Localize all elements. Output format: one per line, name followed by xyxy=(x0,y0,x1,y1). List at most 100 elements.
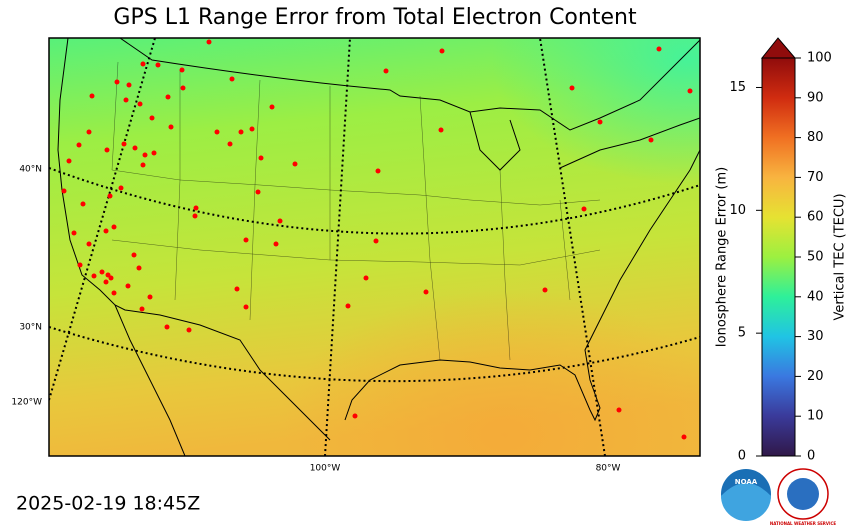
gps-station xyxy=(249,126,255,132)
gps-station xyxy=(107,193,113,199)
lat-label: 40°N xyxy=(19,165,42,175)
gps-station xyxy=(180,85,186,91)
gps-station xyxy=(192,213,198,219)
gps-station xyxy=(687,88,693,94)
gps-station xyxy=(147,294,153,300)
left-tick-label: 5 xyxy=(738,326,746,341)
gps-station xyxy=(258,155,264,161)
right-tick-label: 50 xyxy=(807,250,824,265)
gps-station xyxy=(542,287,548,293)
gps-station xyxy=(227,141,233,147)
colorbar-label-left: Ionosphere Range Error (m) xyxy=(715,167,730,347)
gps-station xyxy=(91,273,97,279)
map-frame xyxy=(48,37,701,457)
gps-station xyxy=(648,137,654,143)
gps-station xyxy=(132,145,138,151)
gps-station xyxy=(131,252,137,258)
gps-station xyxy=(616,407,622,413)
gps-station xyxy=(140,162,146,168)
right-tick-label: 30 xyxy=(807,329,824,344)
right-tick-label: 0 xyxy=(807,449,815,464)
gps-station xyxy=(373,238,379,244)
gps-station xyxy=(76,142,82,148)
gps-station xyxy=(597,119,603,125)
gps-station xyxy=(151,150,157,156)
gps-station xyxy=(375,168,381,174)
logo-text: NATIONAL WEATHER SERVICE xyxy=(770,521,837,526)
gps-station xyxy=(168,124,174,130)
gps-station xyxy=(363,275,369,281)
noaa-logo: NOAA xyxy=(721,469,771,521)
colorbar xyxy=(761,57,796,457)
lat-label: 30°N xyxy=(19,323,42,333)
left-tick-label: 10 xyxy=(729,203,746,218)
title: GPS L1 Range Error from Total Electron C… xyxy=(113,5,637,30)
map xyxy=(49,38,700,456)
lon-label: 100°W xyxy=(310,464,341,474)
coastlines xyxy=(57,38,700,456)
gps-station xyxy=(125,283,131,289)
gps-station xyxy=(71,230,77,236)
gps-station xyxy=(80,201,86,207)
gps-station xyxy=(206,39,212,45)
gps-station xyxy=(155,62,161,68)
left-tick-label: 15 xyxy=(729,80,746,95)
right-tick-label: 60 xyxy=(807,210,824,225)
gps-stations xyxy=(61,39,693,440)
gps-station xyxy=(89,93,95,99)
gps-station xyxy=(137,101,143,107)
right-tick-label: 20 xyxy=(807,369,824,384)
gps-station xyxy=(86,129,92,135)
gps-station xyxy=(439,48,445,54)
gps-station xyxy=(149,115,155,121)
gps-station xyxy=(103,279,109,285)
right-tick-label: 10 xyxy=(807,409,824,424)
lon-label: 80°W xyxy=(596,464,621,474)
gps-station xyxy=(214,129,220,135)
gps-station xyxy=(66,158,72,164)
right-tick-label: 90 xyxy=(807,90,824,105)
gps-station xyxy=(243,237,249,243)
graticule xyxy=(49,38,700,456)
gps-station xyxy=(123,97,129,103)
gps-station xyxy=(142,152,148,158)
logo-wave xyxy=(721,483,771,521)
gps-station xyxy=(136,265,142,271)
gps-station xyxy=(234,286,240,292)
gps-station xyxy=(581,206,587,212)
right-tick-label: 80 xyxy=(807,130,824,145)
gps-station xyxy=(292,161,298,167)
state-borders xyxy=(111,61,601,361)
gps-station xyxy=(139,306,145,312)
gps-station xyxy=(111,290,117,296)
gps-station xyxy=(193,205,199,211)
gps-station xyxy=(108,275,114,281)
gps-station xyxy=(103,228,109,234)
gps-station xyxy=(229,76,235,82)
gps-station xyxy=(255,189,261,195)
gps-station xyxy=(269,104,275,110)
tec-field xyxy=(49,38,700,456)
gps-station xyxy=(423,289,429,295)
timestamp: 2025-02-19 18:45Z xyxy=(16,493,200,515)
gps-station xyxy=(99,269,105,275)
gps-station xyxy=(61,188,67,194)
gps-station xyxy=(77,262,83,268)
nws-logo: NATIONAL WEATHER SERVICE xyxy=(770,468,837,526)
right-tick-label: 40 xyxy=(807,289,824,304)
gps-station xyxy=(179,67,185,73)
right-tick-label: 100 xyxy=(807,51,832,66)
gps-station xyxy=(277,218,283,224)
gps-station xyxy=(243,304,249,310)
gps-station xyxy=(438,127,444,133)
gps-station xyxy=(164,324,170,330)
gps-station xyxy=(238,129,244,135)
logo-text: NOAA xyxy=(735,478,758,486)
gps-station xyxy=(114,79,120,85)
gps-station xyxy=(352,413,358,419)
gps-station xyxy=(118,185,124,191)
gps-station xyxy=(126,82,132,88)
colorbar-label-right: Vertical TEC (TECU) xyxy=(833,193,848,320)
